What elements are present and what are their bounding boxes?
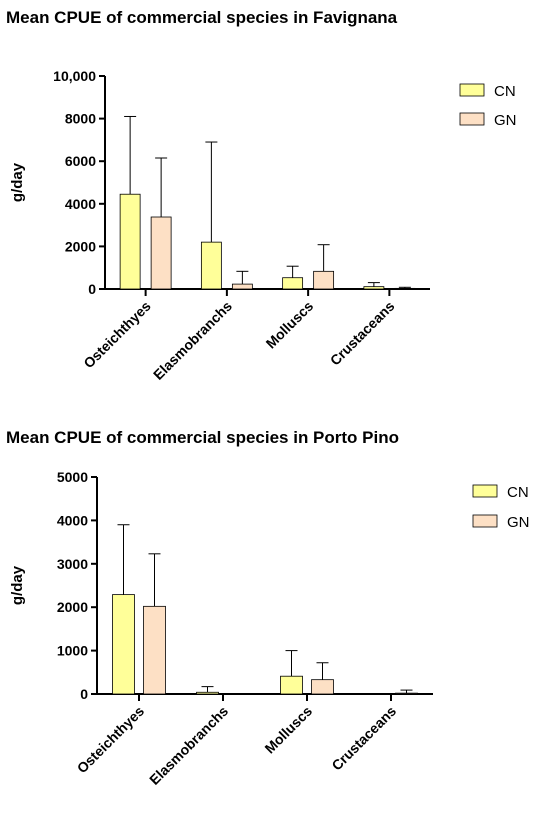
legend-label-cn: CN: [507, 484, 529, 501]
y-tick-label: 3000: [57, 556, 88, 572]
bar-gn: [150, 216, 172, 290]
chart-title-porto-pino: Mean CPUE of commercial species in Porto…: [6, 428, 399, 447]
chart-favignana: g/day 0 2000 4000 6000 8000 10,000 Osteichthyes…: [9, 68, 517, 383]
bar-gn: [313, 270, 335, 290]
bar-gn: [394, 287, 416, 290]
bar-cn: [280, 675, 303, 695]
legend-label-cn: CN: [494, 83, 516, 100]
x-tick-label: Crustaceans: [328, 703, 399, 774]
y-tick-label: 6000: [65, 153, 96, 169]
bar-cn: [196, 691, 219, 695]
y-tick-label: 4000: [57, 512, 88, 528]
x-tick-label: Molluscs: [263, 298, 317, 352]
legend-swatch-gn: [472, 514, 498, 528]
y-axis-label: g/day: [9, 565, 26, 605]
x-tick-label: Crustaceans: [327, 298, 398, 369]
bar-cn: [119, 193, 141, 290]
y-tick-label: 4000: [65, 196, 96, 212]
bar-cn: [282, 277, 304, 290]
chart-title-favignana: Mean CPUE of commercial species in Favig…: [6, 8, 398, 27]
y-tick-label: 2000: [57, 599, 88, 615]
bar-gn: [311, 679, 334, 695]
y-tick-label: 0: [80, 686, 88, 702]
y-tick-label: 8000: [65, 111, 96, 127]
legend-swatch-cn: [472, 484, 498, 498]
y-tick-label: 5000: [57, 469, 88, 485]
y-tick-label: 2000: [65, 238, 96, 254]
bar-gn: [143, 605, 166, 695]
legend-swatch-cn: [459, 83, 485, 97]
x-tick-label: Osteichthyes: [80, 298, 154, 372]
bar-gn: [231, 283, 253, 290]
x-tick-label: Molluscs: [261, 703, 315, 757]
legend-label-gn: GN: [494, 112, 517, 129]
y-tick-label: 0: [88, 281, 96, 297]
chart-porto-pino: g/day 0 1000 2000 3000 4000 5000 OsteichthyesEl…: [9, 469, 530, 788]
y-axis-label: g/day: [9, 162, 26, 202]
bar-cn: [363, 286, 385, 290]
x-tick-label: Osteichthyes: [74, 703, 148, 777]
bar-cn: [112, 594, 135, 695]
bar-gn: [395, 692, 418, 695]
legend-label-gn: GN: [507, 514, 530, 531]
x-tick-label: Elasmobranchs: [150, 298, 235, 383]
y-tick-label: 1000: [57, 643, 88, 659]
bar-cn: [200, 241, 222, 290]
legend-swatch-gn: [459, 112, 485, 126]
y-tick-label: 10,000: [53, 68, 96, 84]
x-tick-label: Elasmobranchs: [146, 703, 231, 788]
